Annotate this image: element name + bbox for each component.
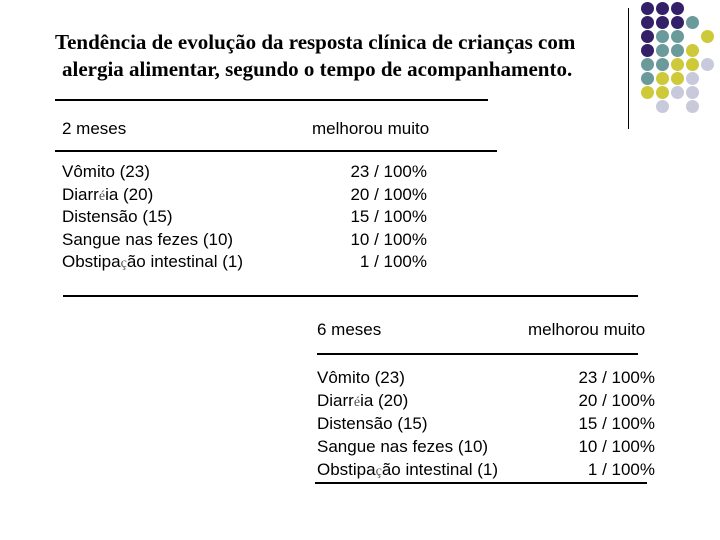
slide-title-line1: Tendência de evolução da resposta clínic… [55,30,576,54]
table1-outcome-header: melhorou muito [312,119,430,138]
purple-dot [641,44,654,57]
symptom-value: 10 / 100% [350,229,427,249]
purple-dot [671,16,684,29]
table1-top-rule [55,99,488,101]
dot-pattern-decoration [641,2,720,118]
table2-header-rule [317,353,638,355]
symptom-label: Distensão (15) [317,414,428,433]
symptom-label: Sangue nas fezes (10) [62,229,234,249]
table-row: Sangue nas fezes (10) 10 / 100% [62,229,427,252]
table2-bottom-rule [315,482,647,484]
symptom-value: 23 / 100% [350,162,427,181]
table1-rows: Vômito (23) 23 / 100% Diarréia (20) 20 /… [62,161,427,274]
table-row: Sangue nas fezes (10) 10 / 100% [317,435,655,458]
symptom-label: Obstipação intestinal (1) [317,460,499,479]
table2-rows: Vômito (23) 23 / 100% Diarréia (20) 20 /… [317,366,655,481]
teal-dot [656,44,669,57]
lavender-dot [686,100,699,113]
purple-dot [656,2,669,15]
teal-dot [671,30,684,43]
table-row: Obstipação intestinal (1) 1 / 100% [317,458,655,481]
lavender-dot [656,100,669,113]
symptom-value: 20 / 100% [350,184,427,204]
symptom-label: Diarréia (20) [317,391,409,410]
table-row: Vômito (23) 23 / 100% [62,161,427,184]
teal-dot [656,58,669,71]
table-row: Diarréia (20) 20 / 100% [62,184,427,207]
teal-dot [686,16,699,29]
symptom-label: Vômito (23) [62,162,150,181]
symptom-value: 15 / 100% [578,414,655,433]
table-row: Vômito (23) 23 / 100% [317,366,655,389]
purple-dot [671,2,684,15]
teal-dot [671,44,684,57]
yellow-dot [686,44,699,57]
teal-dot [656,30,669,43]
table1-period-header: 2 meses [62,119,127,138]
lavender-dot [701,58,714,71]
purple-dot [656,16,669,29]
lavender-dot [686,72,699,85]
symptom-value: 1 / 100% [587,460,655,479]
yellow-dot [686,58,699,71]
symptom-value: 1 / 100% [359,252,427,271]
symptom-label: Sangue nas fezes (10) [317,437,489,456]
slide-title-line2: alergia alimentar, segundo o tempo de ac… [62,57,573,81]
purple-dot [641,30,654,43]
table-row: Diarréia (20) 20 / 100% [317,389,655,412]
table1-bottom-rule [63,295,638,297]
yellow-dot [671,58,684,71]
yellow-dot [641,86,654,99]
symptom-label: Vômito (23) [317,368,405,387]
decor-vertical-line [628,8,629,129]
symptom-value: 23 / 100% [578,368,655,387]
table1-header-rule [55,150,497,152]
table2-period-header: 6 meses [317,320,382,339]
purple-dot [641,16,654,29]
purple-dot [641,2,654,15]
symptom-value: 15 / 100% [350,207,427,226]
yellow-dot [701,30,714,43]
teal-dot [641,72,654,85]
yellow-dot [656,86,669,99]
yellow-dot [671,72,684,85]
symptom-value: 10 / 100% [578,437,655,456]
table-row: Obstipação intestinal (1) 1 / 100% [62,251,427,274]
table-row: Distensão (15) 15 / 100% [317,412,655,435]
lavender-dot [671,86,684,99]
symptom-label: Diarréia (20) [62,184,154,204]
table2-outcome-header: melhorou muito [528,320,646,339]
table-row: Distensão (15) 15 / 100% [62,206,427,229]
lavender-dot [686,86,699,99]
symptom-label: Distensão (15) [62,207,173,226]
yellow-dot [656,72,669,85]
teal-dot [641,58,654,71]
symptom-label: Obstipação intestinal (1) [62,252,244,271]
symptom-value: 20 / 100% [578,391,655,410]
